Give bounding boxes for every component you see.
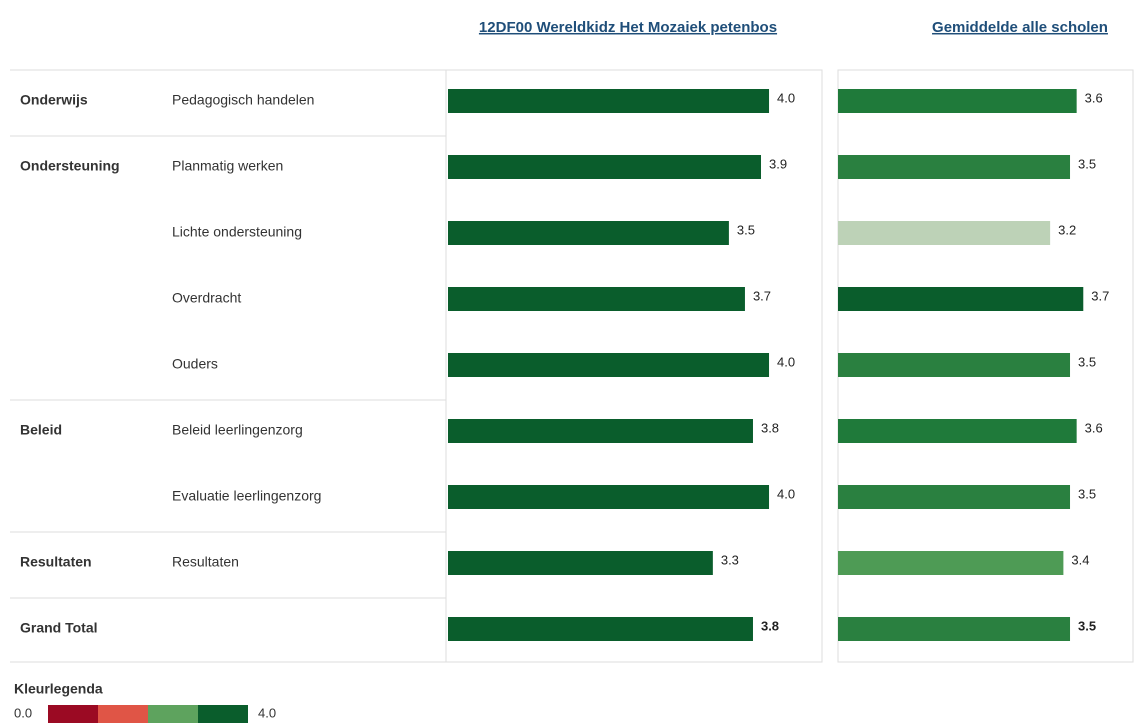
value-label: 4.0 xyxy=(777,486,795,501)
row-label: Resultaten xyxy=(172,554,239,570)
row-group-label: Resultaten xyxy=(20,554,92,570)
legend-swatch xyxy=(198,705,248,723)
bar xyxy=(448,155,762,179)
bar xyxy=(448,287,745,311)
value-label: 3.5 xyxy=(1078,618,1096,633)
row-label: Planmatig werken xyxy=(172,158,283,174)
bar xyxy=(838,353,1071,377)
value-label: 3.3 xyxy=(721,552,739,567)
legend-max: 4.0 xyxy=(258,705,276,720)
row-label: Pedagogisch handelen xyxy=(172,92,314,108)
value-label: 3.7 xyxy=(753,288,771,303)
bar xyxy=(838,617,1071,641)
bar xyxy=(838,287,1084,311)
value-label: 3.9 xyxy=(769,156,787,171)
value-label: 3.7 xyxy=(1091,288,1109,303)
bar xyxy=(448,551,713,575)
value-label: 3.8 xyxy=(761,420,779,435)
value-label: 4.0 xyxy=(777,90,795,105)
row-group-label: Ondersteuning xyxy=(20,158,120,174)
row-label: Lichte ondersteuning xyxy=(172,224,302,240)
value-label: 3.2 xyxy=(1058,222,1076,237)
value-label: 3.5 xyxy=(1078,156,1096,171)
panel-frame xyxy=(445,69,823,663)
legend-min: 0.0 xyxy=(14,705,32,720)
bar xyxy=(448,89,770,113)
legend-swatch xyxy=(148,705,198,723)
bar xyxy=(448,485,770,509)
value-label: 3.5 xyxy=(737,222,755,237)
bar xyxy=(448,353,770,377)
bar xyxy=(838,155,1071,179)
row-label: Evaluatie leerlingenzorg xyxy=(172,488,321,504)
row-label: Ouders xyxy=(172,356,218,372)
value-label: 3.8 xyxy=(761,618,779,633)
bar xyxy=(448,221,729,245)
value-label: 3.5 xyxy=(1078,354,1096,369)
legend-swatch xyxy=(48,705,98,723)
value-label: 3.5 xyxy=(1078,486,1096,501)
value-label: 3.6 xyxy=(1085,420,1103,435)
bar xyxy=(448,617,753,641)
row-group-label: Grand Total xyxy=(20,620,98,636)
column-header[interactable]: Gemiddelde alle scholen xyxy=(932,19,1108,36)
bar xyxy=(838,89,1077,113)
row-label: Beleid leerlingenzorg xyxy=(172,422,303,438)
value-label: 3.6 xyxy=(1085,90,1103,105)
row-group-label: Beleid xyxy=(20,422,62,438)
row-group-label: Onderwijs xyxy=(20,92,88,108)
bar xyxy=(838,419,1077,443)
bar xyxy=(448,419,753,443)
legend-swatch xyxy=(98,705,148,723)
bar xyxy=(838,485,1071,509)
bar xyxy=(838,551,1064,575)
value-label: 4.0 xyxy=(777,354,795,369)
bar xyxy=(838,221,1051,245)
legend-title: Kleurlegenda xyxy=(14,681,103,697)
column-header[interactable]: 12DF00 Wereldkidz Het Mozaiek petenbos xyxy=(479,19,777,36)
value-label: 3.4 xyxy=(1071,552,1089,567)
row-label: Overdracht xyxy=(172,290,241,306)
